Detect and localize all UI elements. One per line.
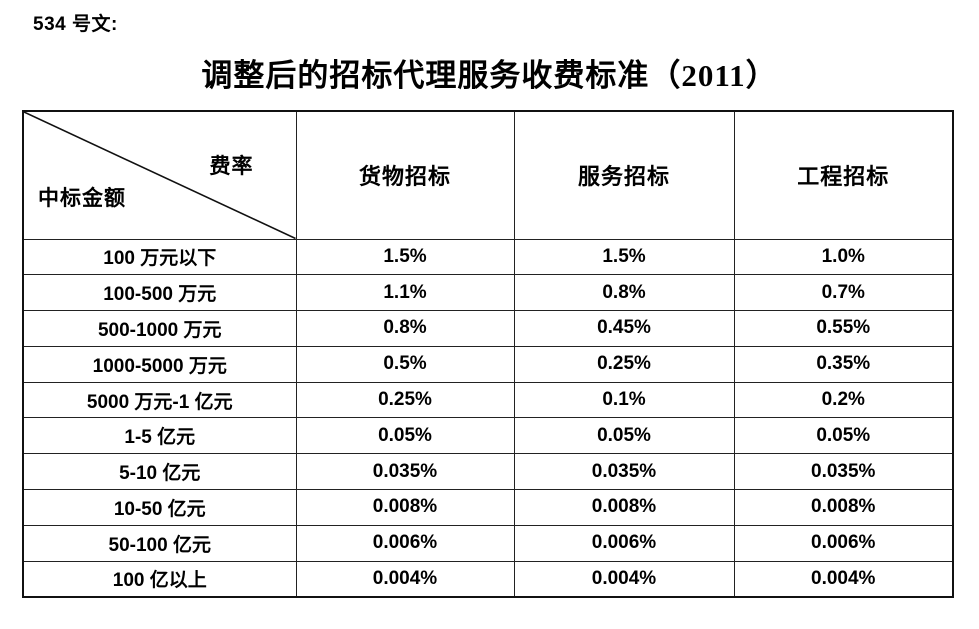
- service-fee-cell: 0.035%: [513, 453, 735, 491]
- goods-fee-cell: 0.05%: [295, 417, 515, 455]
- service-fee-cell: 0.05%: [513, 417, 735, 455]
- fee-standard-table: 费率 中标金额 货物招标 服务招标 工程招标 100 万元以下 1.5% 1.5…: [22, 110, 954, 598]
- table-row: 1-5 亿元 0.05% 0.05% 0.05%: [22, 417, 954, 455]
- service-fee-cell: 0.8%: [513, 274, 735, 312]
- corner-header-cell: 费率 中标金额: [22, 110, 297, 240]
- goods-fee-cell: 0.5%: [295, 345, 515, 383]
- table-row: 50-100 亿元 0.006% 0.006% 0.006%: [22, 524, 954, 562]
- column-header-goods: 货物招标: [295, 110, 515, 240]
- column-header-engineering: 工程招标: [733, 110, 954, 240]
- goods-fee-cell: 1.1%: [295, 274, 515, 312]
- amount-cell: 10-50 亿元: [22, 489, 297, 526]
- engineering-fee-cell: 0.035%: [733, 453, 954, 491]
- service-fee-cell: 0.006%: [513, 524, 735, 562]
- amount-cell: 5000 万元-1 亿元: [22, 381, 297, 419]
- amount-cell: 1000-5000 万元: [22, 345, 297, 383]
- service-fee-cell: 0.1%: [513, 381, 735, 419]
- engineering-fee-cell: 0.55%: [733, 310, 954, 347]
- table-row: 1000-5000 万元 0.5% 0.25% 0.35%: [22, 345, 954, 383]
- table-row: 10-50 亿元 0.008% 0.008% 0.008%: [22, 489, 954, 526]
- engineering-fee-cell: 0.7%: [733, 274, 954, 312]
- amount-cell: 1-5 亿元: [22, 417, 297, 455]
- amount-cell: 100 亿以上: [22, 560, 297, 598]
- goods-fee-cell: 0.006%: [295, 524, 515, 562]
- amount-cell: 50-100 亿元: [22, 524, 297, 562]
- goods-fee-cell: 0.8%: [295, 310, 515, 347]
- corner-amount-label: 中标金额: [38, 186, 126, 210]
- service-fee-cell: 0.45%: [513, 310, 735, 347]
- engineering-fee-cell: 0.008%: [733, 489, 954, 526]
- engineering-fee-cell: 0.05%: [733, 417, 954, 455]
- amount-cell: 5-10 亿元: [22, 453, 297, 491]
- doc-number: 534 号文:: [33, 14, 118, 35]
- table-row: 100 亿以上 0.004% 0.004% 0.004%: [22, 560, 954, 598]
- table-row: 5000 万元-1 亿元 0.25% 0.1% 0.2%: [22, 381, 954, 419]
- column-header-service: 服务招标: [513, 110, 735, 240]
- service-fee-cell: 0.004%: [513, 560, 735, 598]
- amount-cell: 500-1000 万元: [22, 310, 297, 347]
- table-row: 500-1000 万元 0.8% 0.45% 0.55%: [22, 310, 954, 347]
- service-fee-cell: 0.008%: [513, 489, 735, 526]
- table-header-row: 费率 中标金额 货物招标 服务招标 工程招标: [22, 110, 954, 240]
- service-fee-cell: 1.5%: [513, 238, 735, 276]
- goods-fee-cell: 0.25%: [295, 381, 515, 419]
- goods-fee-cell: 0.008%: [295, 489, 515, 526]
- engineering-fee-cell: 0.004%: [733, 560, 954, 598]
- table-row: 100-500 万元 1.1% 0.8% 0.7%: [22, 274, 954, 312]
- table-row: 5-10 亿元 0.035% 0.035% 0.035%: [22, 453, 954, 491]
- engineering-fee-cell: 1.0%: [733, 238, 954, 276]
- engineering-fee-cell: 0.006%: [733, 524, 954, 562]
- page-title: 调整后的招标代理服务收费标准（2011）: [201, 58, 778, 93]
- corner-rate-label: 费率: [209, 154, 254, 178]
- engineering-fee-cell: 0.2%: [733, 381, 954, 419]
- engineering-fee-cell: 0.35%: [733, 345, 954, 383]
- diagonal-divider-line: [24, 112, 295, 238]
- amount-cell: 100 万元以下: [22, 238, 297, 276]
- goods-fee-cell: 1.5%: [295, 238, 515, 276]
- amount-cell: 100-500 万元: [22, 274, 297, 312]
- service-fee-cell: 0.25%: [513, 345, 735, 383]
- goods-fee-cell: 0.035%: [295, 453, 515, 491]
- goods-fee-cell: 0.004%: [295, 560, 515, 598]
- table-row: 100 万元以下 1.5% 1.5% 1.0%: [22, 238, 954, 276]
